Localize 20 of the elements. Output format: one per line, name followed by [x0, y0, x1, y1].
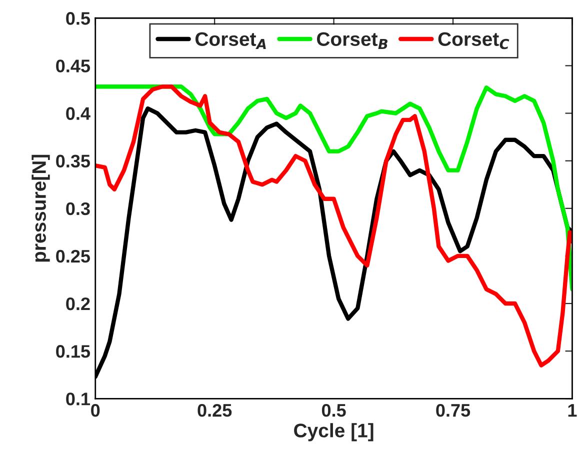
x-tick-label: 0.25 [198, 404, 232, 417]
y-tick-label: 0.1 [66, 392, 90, 406]
y-tick-label: 0.35 [56, 154, 90, 168]
line-series [95, 84, 572, 292]
x-tick-label: 0.5 [322, 404, 346, 417]
y-tick-label: 0.4 [66, 107, 90, 120]
y-tick-label: 0.45 [56, 60, 90, 72]
y-tick-label: 0.5 [66, 12, 90, 25]
x-tick-label: 1 [568, 404, 577, 417]
legend-label: Corset$_{A}$ [195, 32, 266, 49]
x-axis-title: Cycle [1] [294, 423, 374, 442]
legend-label: Corset$_{C}$ [438, 32, 510, 50]
y-axis-title: pressure[N] [32, 154, 50, 262]
x-tick-label: 0.75 [436, 404, 470, 417]
y-tick-label: 0.3 [66, 202, 90, 216]
legend-label: Corset$_{B}$ [316, 32, 388, 49]
x-tick-label: 0 [91, 404, 100, 417]
y-tick-label: 0.25 [56, 250, 90, 263]
y-tick-label: 0.2 [66, 297, 90, 310]
y-tick-label: 0.15 [56, 345, 90, 358]
